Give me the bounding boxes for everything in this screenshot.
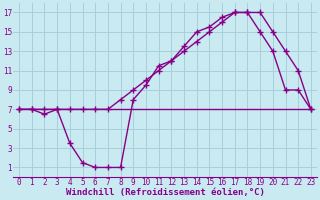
X-axis label: Windchill (Refroidissement éolien,°C): Windchill (Refroidissement éolien,°C): [66, 188, 264, 197]
